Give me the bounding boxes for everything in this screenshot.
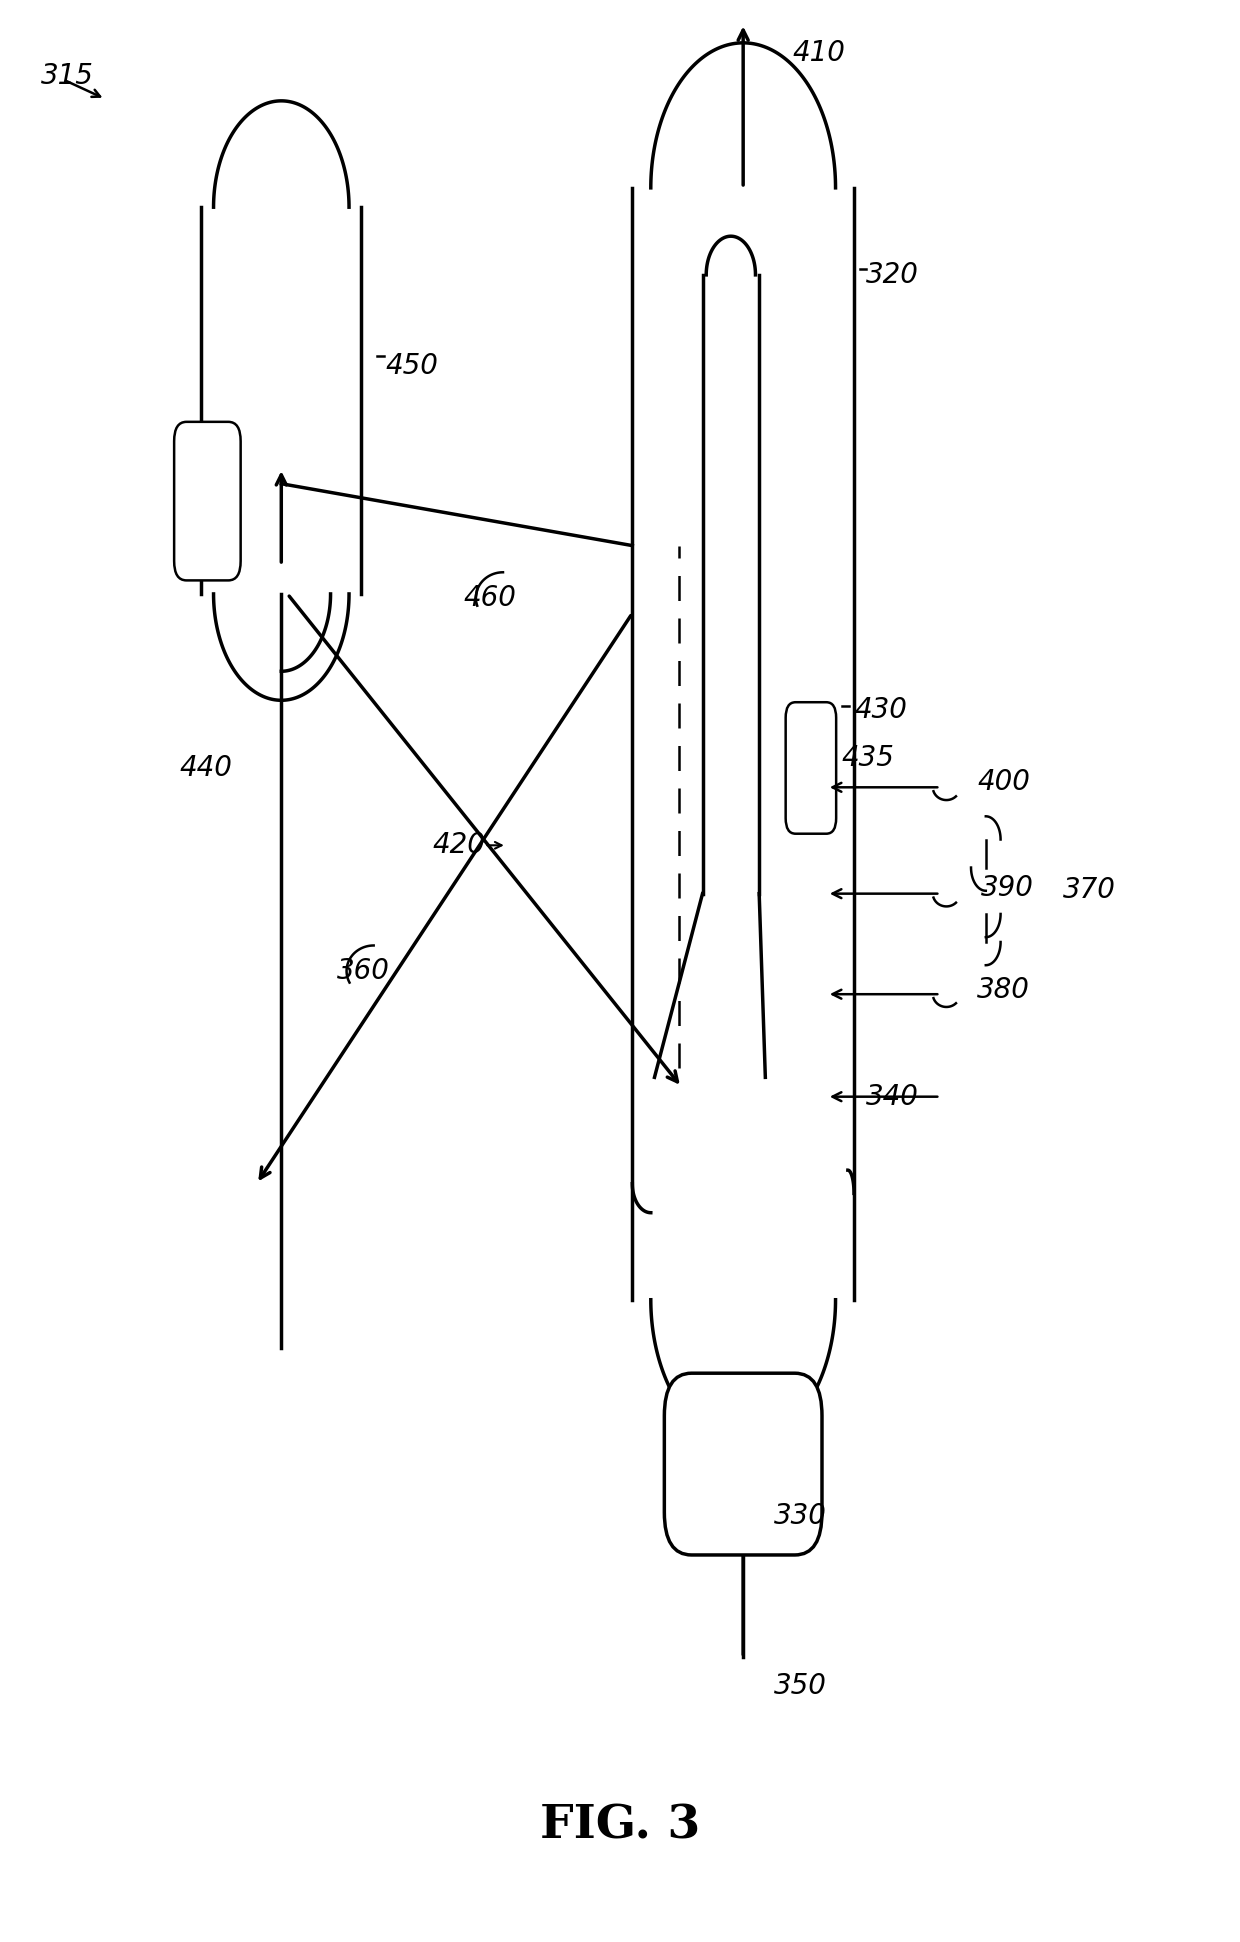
FancyBboxPatch shape <box>174 421 241 581</box>
Text: 460: 460 <box>464 585 516 612</box>
Text: 440: 440 <box>179 753 232 783</box>
Text: 340: 340 <box>867 1084 919 1111</box>
Text: 435: 435 <box>842 744 894 773</box>
Text: 315: 315 <box>41 62 94 89</box>
Text: 430: 430 <box>854 695 906 724</box>
Text: 410: 410 <box>792 39 846 66</box>
Text: 320: 320 <box>867 260 919 289</box>
Text: 380: 380 <box>977 977 1030 1004</box>
Text: 450: 450 <box>386 352 439 381</box>
Text: 390: 390 <box>981 874 1034 901</box>
Text: 330: 330 <box>774 1503 827 1530</box>
Text: 370: 370 <box>1064 876 1116 903</box>
FancyBboxPatch shape <box>665 1373 822 1556</box>
Text: 360: 360 <box>337 957 389 985</box>
Text: 420: 420 <box>433 831 486 858</box>
Text: 400: 400 <box>977 767 1030 796</box>
Text: 350: 350 <box>774 1672 827 1701</box>
FancyBboxPatch shape <box>786 703 836 833</box>
Text: FIG. 3: FIG. 3 <box>539 1802 701 1849</box>
